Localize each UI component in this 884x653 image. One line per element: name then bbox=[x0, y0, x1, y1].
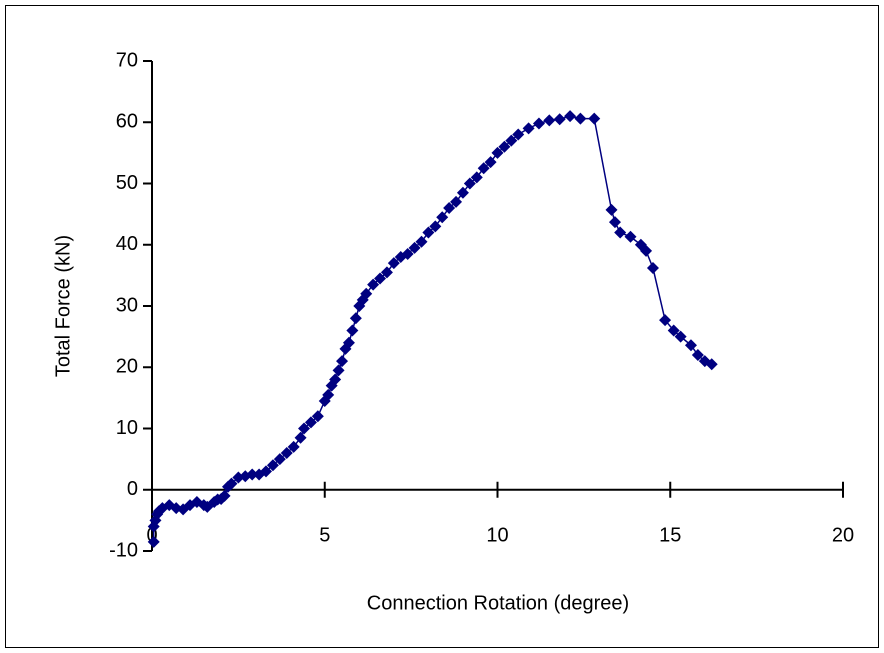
data-point bbox=[705, 358, 718, 371]
data-point bbox=[332, 364, 345, 377]
data-point bbox=[218, 489, 231, 502]
data-point bbox=[498, 140, 511, 153]
y-tick-label: 60 bbox=[116, 111, 138, 133]
data-point bbox=[574, 112, 587, 125]
data-point bbox=[674, 330, 687, 343]
data-point bbox=[367, 278, 380, 291]
x-tick-label: 5 bbox=[319, 524, 330, 546]
data-point bbox=[408, 241, 421, 254]
data-point bbox=[415, 235, 428, 248]
data-point bbox=[667, 324, 680, 337]
data-point bbox=[342, 336, 355, 349]
data-point bbox=[608, 216, 621, 229]
data-point bbox=[294, 431, 307, 444]
y-tick-label: 10 bbox=[116, 417, 138, 439]
data-point bbox=[491, 146, 504, 159]
data-point bbox=[273, 453, 286, 466]
data-point bbox=[246, 468, 259, 481]
data-point bbox=[564, 110, 577, 123]
data-point bbox=[450, 195, 463, 208]
y-tick-label: 40 bbox=[116, 233, 138, 255]
data-point bbox=[225, 477, 238, 490]
data-point bbox=[659, 314, 672, 327]
data-point bbox=[543, 114, 556, 127]
data-point bbox=[401, 247, 414, 260]
data-point bbox=[360, 287, 373, 300]
data-point bbox=[287, 440, 300, 453]
data-point bbox=[505, 134, 518, 147]
data-point bbox=[387, 257, 400, 270]
data-point bbox=[336, 355, 349, 368]
data-point bbox=[512, 128, 525, 141]
data-point bbox=[422, 226, 435, 239]
y-tick-label: -10 bbox=[109, 539, 138, 561]
y-tick-label: 0 bbox=[127, 478, 138, 500]
x-tick-label: 0 bbox=[146, 524, 157, 546]
data-point bbox=[463, 177, 476, 190]
y-tick-label: 70 bbox=[116, 49, 138, 71]
data-point bbox=[380, 266, 393, 279]
x-tick-label: 15 bbox=[659, 524, 681, 546]
data-point bbox=[280, 447, 293, 459]
x-axis-title: Connection Rotation (degree) bbox=[367, 592, 629, 614]
data-point bbox=[691, 349, 704, 361]
data-point bbox=[374, 272, 387, 285]
data-point bbox=[346, 324, 359, 337]
data-point bbox=[266, 459, 279, 472]
data-point bbox=[640, 244, 653, 257]
data-point bbox=[605, 203, 618, 216]
data-point bbox=[322, 388, 335, 401]
data-point bbox=[522, 122, 535, 135]
y-axis-title: Total Force (kN) bbox=[52, 235, 74, 377]
data-point bbox=[532, 117, 545, 130]
data-point bbox=[553, 113, 566, 126]
data-point bbox=[349, 312, 362, 325]
y-tick-label: 50 bbox=[116, 172, 138, 194]
data-point bbox=[436, 211, 449, 224]
data-point bbox=[614, 226, 627, 239]
y-tick-label: 30 bbox=[116, 294, 138, 316]
data-point bbox=[456, 186, 469, 199]
data-point bbox=[329, 373, 342, 386]
data-point bbox=[311, 410, 324, 423]
data-point bbox=[470, 171, 483, 184]
data-point bbox=[646, 262, 659, 275]
x-tick-label: 20 bbox=[832, 524, 854, 546]
data-point bbox=[588, 112, 601, 125]
x-tick-label: 10 bbox=[486, 524, 508, 546]
y-tick-label: 20 bbox=[116, 356, 138, 378]
data-point bbox=[624, 230, 637, 243]
data-point bbox=[147, 535, 160, 548]
data-point bbox=[443, 202, 456, 214]
data-point bbox=[684, 339, 697, 352]
data-point bbox=[304, 416, 317, 429]
data-point bbox=[298, 422, 311, 435]
data-point bbox=[260, 465, 273, 478]
data-point bbox=[477, 162, 490, 175]
data-point bbox=[484, 156, 497, 169]
data-point bbox=[429, 220, 442, 233]
